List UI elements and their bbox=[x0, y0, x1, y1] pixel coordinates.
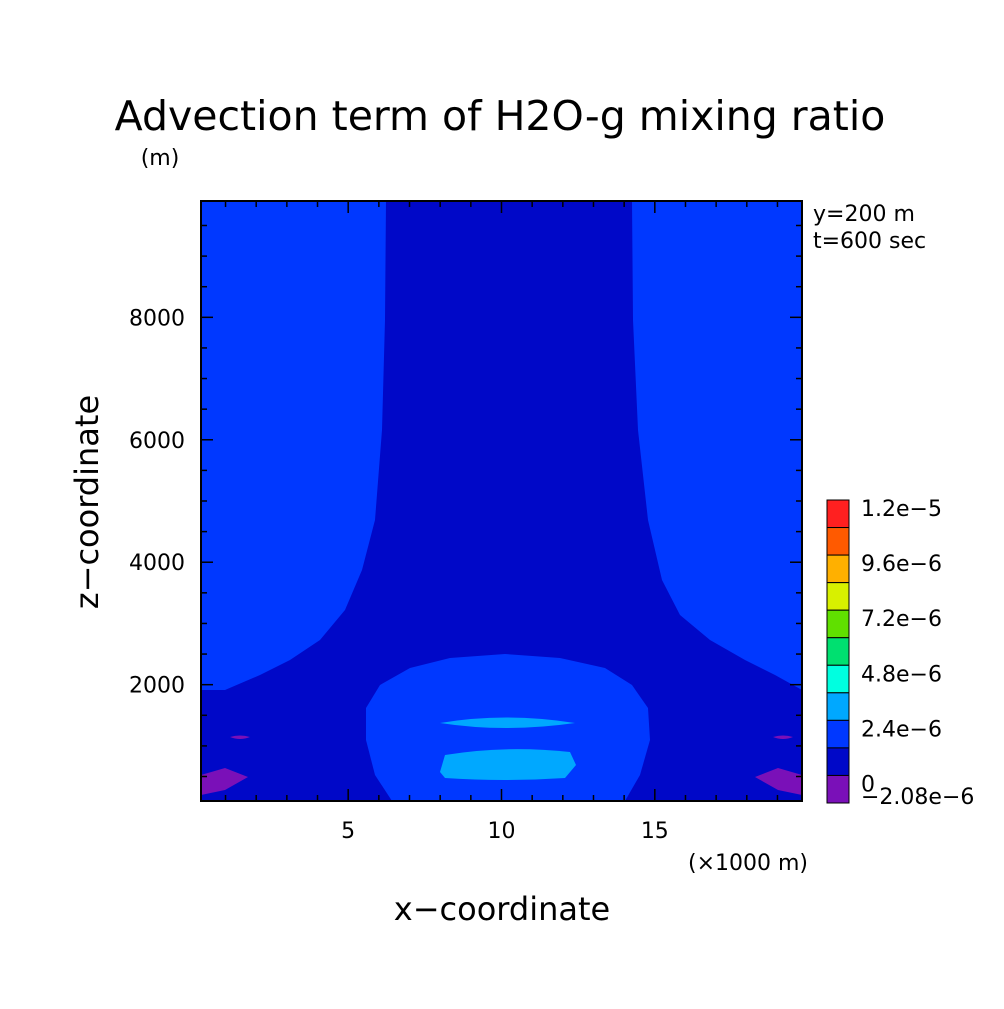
legend-swatch bbox=[826, 499, 850, 529]
y-axis-unit: (m) bbox=[141, 146, 180, 171]
y-tick-label: 6000 bbox=[129, 429, 185, 454]
contour-fill-negative-right bbox=[755, 768, 802, 795]
legend-swatch bbox=[826, 582, 850, 611]
legend-swatch bbox=[826, 527, 850, 556]
x-axis-label: x−coordinate bbox=[394, 890, 610, 928]
legend-label: 4.8e−6 bbox=[861, 662, 942, 687]
legend-label: −2.08e−6 bbox=[861, 785, 974, 810]
legend-swatch bbox=[826, 637, 850, 666]
contour-fill-zero bbox=[201, 201, 802, 801]
x-tick-label: 5 bbox=[341, 819, 355, 844]
legend-swatch bbox=[826, 692, 850, 721]
y-tick-labels: 2000 4000 6000 8000 bbox=[129, 306, 185, 698]
contour-fill-negative-left-small bbox=[230, 735, 250, 739]
y-axis-label: z−coordinate bbox=[68, 395, 106, 609]
x-tick-labels: 5 10 15 bbox=[341, 819, 669, 844]
x-tick-label: 15 bbox=[641, 819, 669, 844]
color-legend: 1.2e−5 9.6e−6 7.2e−6 4.8e−6 2.4e−6 0−2.08e−6 bbox=[826, 497, 974, 810]
legend-label: 7.2e−6 bbox=[861, 607, 942, 632]
x-axis-unit: (×1000 m) bbox=[688, 851, 808, 876]
y-tick-label: 4000 bbox=[129, 551, 185, 576]
y-tick-label: 2000 bbox=[129, 674, 185, 699]
annotation-y: y=200 m bbox=[813, 202, 915, 227]
contour-fill-negative-right-small bbox=[773, 735, 793, 739]
axis-ticks bbox=[201, 201, 802, 801]
legend-label: 9.6e−6 bbox=[861, 552, 942, 577]
legend-swatch bbox=[826, 664, 850, 694]
legend-label: 2.4e−6 bbox=[861, 717, 942, 742]
contour-fill-mid-lower bbox=[440, 749, 576, 780]
legend-label: 1.2e−5 bbox=[861, 497, 942, 522]
legend-swatch bbox=[826, 719, 850, 749]
contour-fill-mid-upper bbox=[440, 717, 575, 728]
y-tick-label: 8000 bbox=[129, 306, 185, 331]
chart-title: Advection term of H2O-g mixing ratio bbox=[115, 92, 886, 140]
legend-swatch bbox=[826, 554, 850, 584]
plot-area: 5 10 15 2000 4000 6000 8000 bbox=[129, 200, 803, 844]
x-tick-label: 10 bbox=[488, 819, 516, 844]
legend-swatch bbox=[826, 609, 850, 639]
legend-label: 0 bbox=[861, 772, 875, 797]
annotation-t: t=600 sec bbox=[813, 229, 926, 254]
contour-fill-negative-left bbox=[201, 768, 248, 795]
legend-swatch bbox=[826, 774, 850, 804]
legend-swatch bbox=[826, 747, 850, 776]
